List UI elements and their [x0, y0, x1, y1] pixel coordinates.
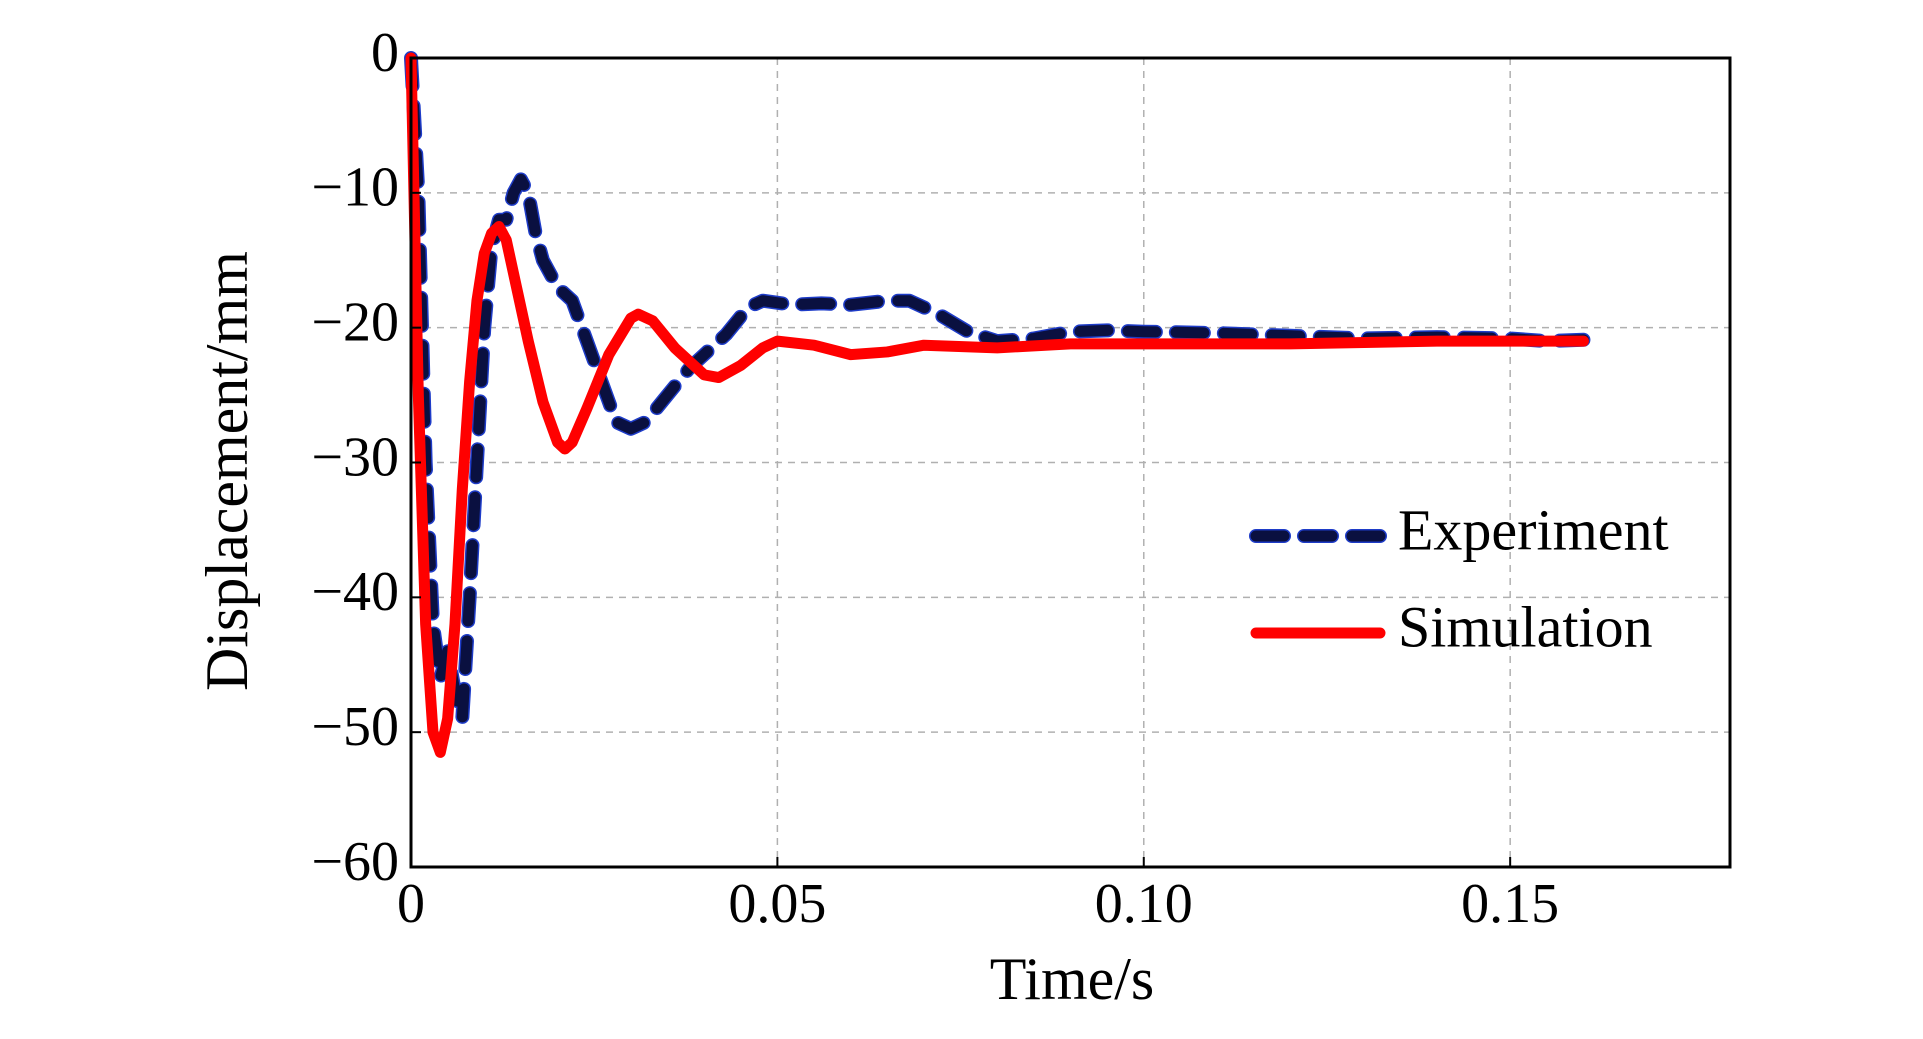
x-axis-label: Time/s	[990, 946, 1155, 1012]
series-line	[405, 52, 1589, 758]
y-tick-label: −50	[311, 696, 399, 758]
grid	[410, 57, 1730, 868]
x-tick-label: 0.15	[1461, 873, 1559, 935]
plot-data	[404, 51, 1591, 758]
x-tick-label: 0.10	[1095, 873, 1193, 935]
legend-label: Simulation	[1398, 594, 1653, 659]
legend-label: Experiment	[1398, 497, 1669, 562]
x-tick-label: 0.05	[728, 873, 826, 935]
x-tick-label: 0	[397, 873, 425, 935]
y-tick-label: −10	[311, 157, 399, 219]
y-tick-label: −30	[311, 426, 399, 488]
y-tick-label: −20	[311, 292, 399, 354]
y-tick-label: 0	[371, 22, 399, 84]
y-axis-label: Displacement/mm	[194, 251, 260, 691]
series-line	[405, 52, 1589, 725]
y-tick-label: −40	[311, 561, 399, 623]
y-tick-label: −60	[311, 831, 399, 893]
